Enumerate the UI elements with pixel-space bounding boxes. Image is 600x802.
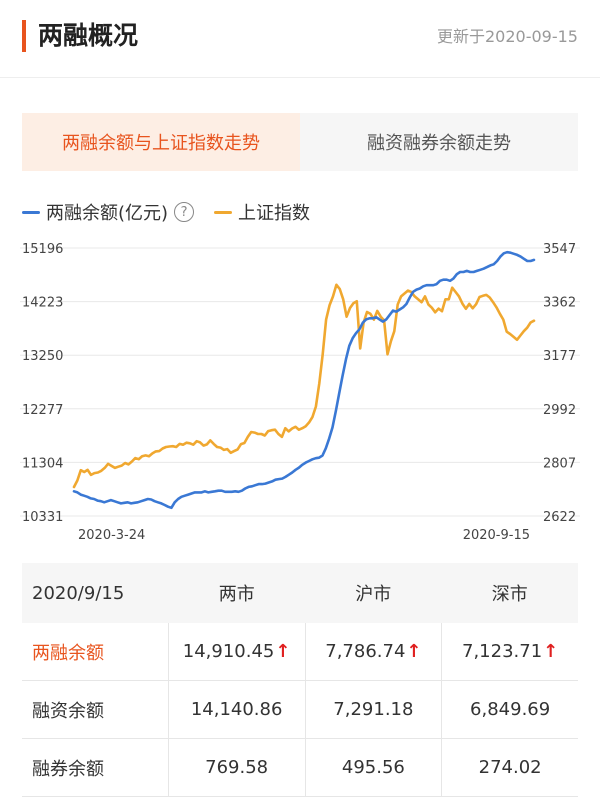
tab-margin-vs-index[interactable]: 两融余额与上证指数走势: [22, 113, 300, 171]
right-tick-label: 2622: [543, 510, 576, 525]
margin-table: 2020/9/15 两市 沪市 深市 两融余额 14,910.45 ↑ 7,786…: [22, 563, 578, 797]
left-tick-label: 11304: [22, 456, 63, 471]
left-tick-label: 15196: [22, 242, 63, 257]
table-header-row: 2020/9/15 两市 沪市 深市: [22, 563, 578, 623]
update-time: 更新于2020-09-15: [437, 27, 578, 46]
table-row: 融资余额 14,140.86 7,291.18 6,849.69: [22, 681, 578, 739]
table-header-date: 2020/9/15: [32, 582, 125, 604]
table-header-sh: 沪市: [355, 584, 392, 605]
legend-item-sh-index[interactable]: 上证指数: [214, 199, 310, 225]
right-tick-label: 2807: [543, 456, 576, 471]
row-label-financing: 融资余额: [22, 681, 169, 738]
page-title: 两融概况: [38, 21, 139, 50]
cell-value: 7,123.71: [462, 641, 543, 662]
legend-label-margin-balance: 两融余额(亿元): [46, 203, 169, 224]
legend-item-margin-balance[interactable]: 两融余额(亿元): [22, 199, 168, 225]
table-cell: 7,291.18: [306, 681, 443, 738]
up-arrow-icon: ↑: [406, 641, 422, 662]
x-end-label: 2020-9-15: [463, 528, 530, 543]
tab-financing-balance[interactable]: 融资融券余额走势: [300, 113, 578, 171]
table-row: 融券余额 769.58 495.56 274.02: [22, 739, 578, 797]
cell-value: 7,786.74: [325, 641, 406, 662]
up-arrow-icon: ↑: [543, 641, 559, 662]
right-tick-label: 3547: [543, 242, 576, 257]
table-cell: 274.02: [478, 757, 542, 778]
right-tick-label: 2992: [543, 403, 576, 418]
table-header-sz: 深市: [491, 584, 528, 605]
chart-tabs: 两融余额与上证指数走势 融资融券余额走势: [22, 113, 578, 171]
table-cell: 14,140.86: [169, 681, 306, 738]
series-line-margin-balance: [72, 250, 536, 510]
help-icon[interactable]: ?: [174, 202, 195, 222]
left-tick-label: 10331: [22, 510, 63, 525]
right-tick-label: 3177: [543, 349, 576, 364]
cell-value: 14,910.45: [182, 641, 275, 662]
legend-line-blue: [22, 210, 40, 214]
series-line-sh-index: [72, 283, 536, 489]
line-chart: 15196 3547 14223 3362 13250 3177 12277 2992 1130…: [20, 242, 580, 543]
table-cell: 6,849.69: [470, 699, 551, 720]
table-cell: 7,786.74 ↑: [306, 623, 443, 680]
row-label-margin-total: 两融余额: [22, 623, 169, 680]
table-cell: 14,910.45 ↑: [169, 623, 306, 680]
table-cell: 7,123.71 ↑: [442, 623, 578, 680]
left-tick-label: 14223: [22, 296, 63, 311]
table-header-both: 两市: [218, 584, 255, 605]
table-cell: 769.58: [169, 739, 306, 796]
table-cell: 495.56: [306, 739, 443, 796]
table-row: 两融余额 14,910.45 ↑ 7,786.74 ↑ 7,123.71 ↑: [22, 623, 578, 681]
row-label-securities-lending: 融券余额: [22, 739, 169, 796]
header: 两融概况 更新于2020-09-15: [0, 0, 600, 78]
title-accent-bar: [22, 20, 26, 52]
legend-label-sh-index: 上证指数: [238, 203, 311, 224]
legend-line-orange: [214, 210, 233, 214]
x-start-label: 2020-3-24: [78, 528, 145, 543]
left-tick-label: 13250: [22, 349, 63, 364]
left-tick-label: 12277: [22, 403, 63, 418]
up-arrow-icon: ↑: [275, 641, 291, 662]
right-tick-label: 3362: [543, 296, 576, 311]
chart-legend: 两融余额(亿元) ? 上证指数: [22, 199, 310, 225]
